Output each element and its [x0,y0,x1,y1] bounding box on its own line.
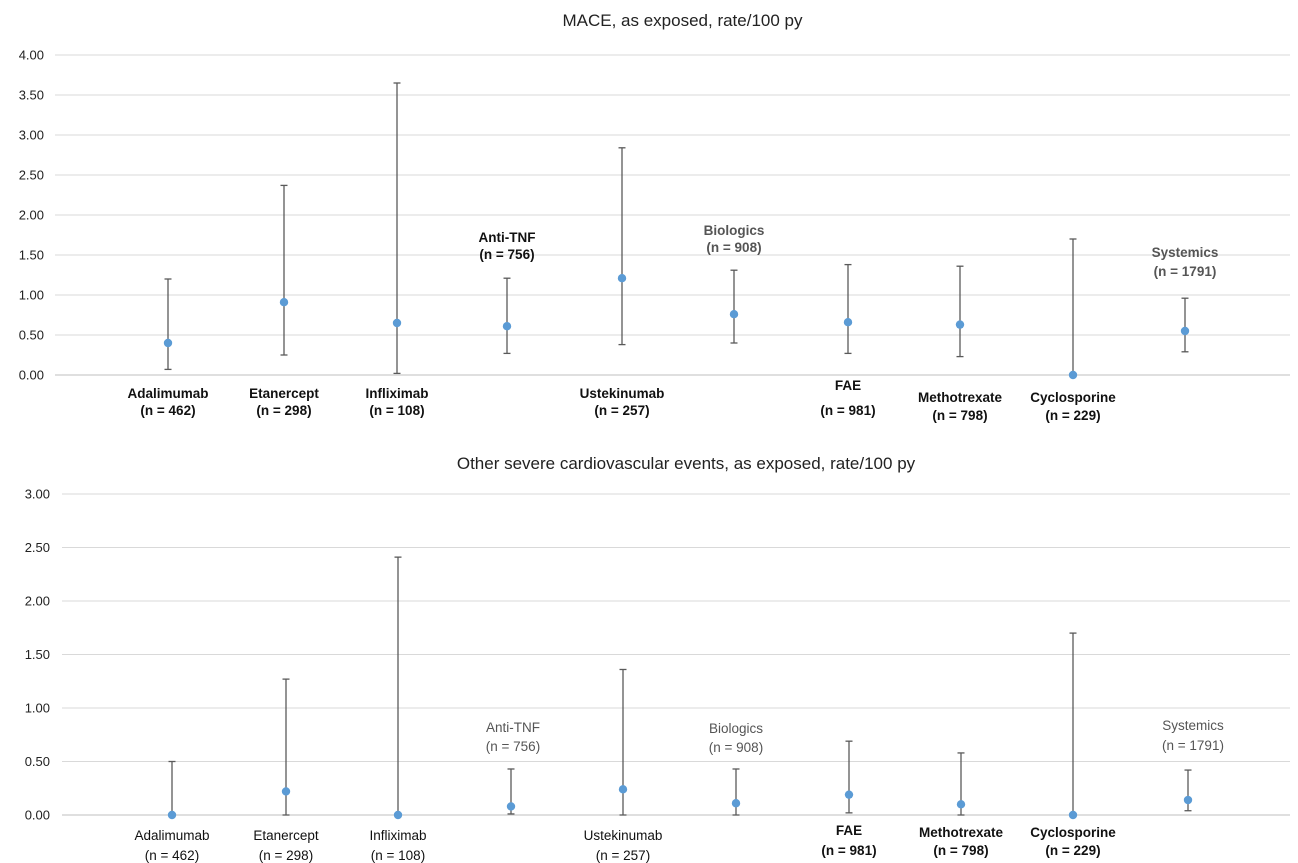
rate-point [279,298,289,307]
y-tick-label: 3.50 [19,88,44,103]
category-n-label: (n = 108) [369,403,424,418]
rate-point [731,799,741,808]
y-tick-label: 3.00 [25,487,50,502]
category-n-label: (n = 756) [479,247,534,262]
category-label: Etanercept [253,828,319,843]
chart-1: MACE, as exposed, rate/100 py 0.00 0.50 1.0… [19,11,1290,423]
y-tick-label: 2.50 [19,168,44,183]
y-tick-label: 1.00 [19,288,44,303]
category-n-label: (n = 908) [709,740,763,755]
category-label: Systemics [1152,245,1219,260]
category-n-label: (n = 298) [259,848,313,863]
category-n-label: (n = 108) [371,848,425,863]
rate-point [955,320,965,329]
rate-point [844,790,854,799]
category-label: Methotrexate [918,390,1003,405]
category-n-label: (n = 298) [256,403,311,418]
category-n-label: (n = 798) [932,408,987,423]
category-label: FAE [835,378,861,393]
chart-2: Other severe cardiovascular events, as e… [25,454,1290,863]
category-n-label: (n = 1791) [1154,264,1217,279]
category-label: Anti-TNF [479,230,536,245]
category-label: Anti-TNF [486,720,540,735]
rate-point [617,274,627,283]
category-label: Adalimumab [127,386,208,401]
y-tick-label: 0.00 [19,368,44,383]
category-label: FAE [836,823,862,838]
y-tick-label: 2.00 [25,594,50,609]
y-tick-label: 2.50 [25,540,50,555]
category-label: Ustekinumab [580,386,665,401]
y-tick-label: 0.00 [25,808,50,823]
category-label: Systemics [1162,718,1224,733]
category-label: Cyclosporine [1030,825,1116,840]
rate-point [1068,370,1078,380]
rate-point [1180,326,1190,336]
category-label: Ustekinumab [584,828,663,843]
category-label: Etanercept [249,386,319,401]
category-n-label: (n = 981) [820,403,875,418]
y-tick-label: 4.00 [19,48,44,63]
category-label: Biologics [704,223,765,238]
y-tick-label: 1.50 [19,248,44,263]
category-n-label: (n = 1791) [1162,738,1224,753]
category-n-label: (n = 257) [596,848,650,863]
category-n-label: (n = 257) [594,403,649,418]
rate-point [163,338,173,348]
y-tick-label: 3.00 [19,128,44,143]
category-label: Infliximab [365,386,428,401]
rate-point [392,318,402,328]
rate-point [506,802,516,811]
chart-title: Other severe cardiovascular events, as e… [457,454,916,473]
category-n-label: (n = 798) [933,843,988,858]
category-label: Cyclosporine [1030,390,1116,405]
category-label: Methotrexate [919,825,1004,840]
y-tick-label: 1.00 [25,701,50,716]
category-n-label: (n = 462) [145,848,199,863]
y-tick-label: 0.50 [19,328,44,343]
category-label: Adalimumab [134,828,209,843]
rate-point [1068,810,1078,820]
category-n-label: (n = 229) [1045,843,1100,858]
category-n-label: (n = 462) [140,403,195,418]
category-n-label: (n = 756) [486,739,540,754]
rate-point [502,322,512,331]
rate-point [1183,795,1193,805]
category-n-label: (n = 229) [1045,408,1100,423]
rate-point [729,310,739,319]
rate-point [618,785,628,794]
rate-point [956,800,966,809]
rate-point [281,787,291,796]
category-label: Biologics [709,721,763,736]
category-label: Infliximab [369,828,426,843]
category-n-label: (n = 981) [821,843,876,858]
chart-title: MACE, as exposed, rate/100 py [562,11,803,30]
rate-point [393,810,403,820]
y-tick-label: 2.00 [19,208,44,223]
category-n-label: (n = 908) [706,240,761,255]
rate-point [167,810,177,820]
rate-point [843,318,853,327]
y-tick-label: 1.50 [25,647,50,662]
y-tick-label: 0.50 [25,754,50,769]
